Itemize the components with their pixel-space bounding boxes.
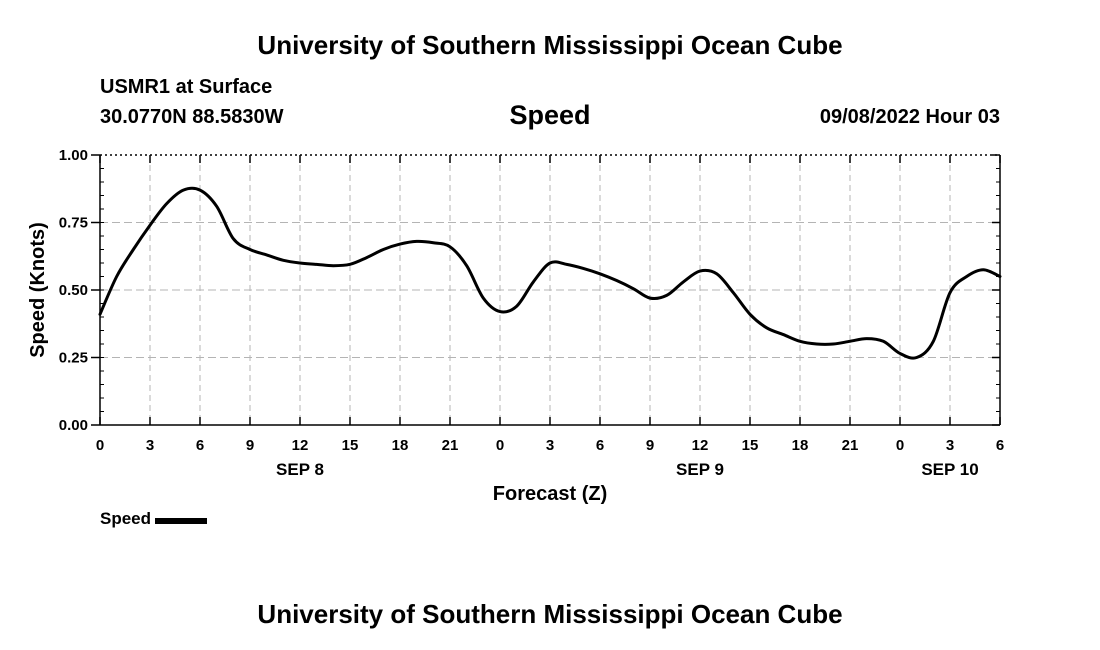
x-tick-label: 0 <box>896 437 904 454</box>
x-tick-label: 21 <box>842 437 859 454</box>
x-tick-label: 9 <box>646 437 654 454</box>
y-tick-label: 0.75 <box>59 215 88 232</box>
legend-swatch <box>155 517 208 524</box>
x-tick-label: 6 <box>196 437 204 454</box>
x-axis-label: Forecast (Z) <box>493 483 607 505</box>
x-tick-label: 3 <box>546 437 554 454</box>
date-label: SEP 10 <box>921 460 978 479</box>
series-line-speed <box>98 186 1002 360</box>
x-tick-label: 0 <box>96 437 104 454</box>
x-tick-label: 21 <box>442 437 459 454</box>
date-label: SEP 8 <box>276 460 324 479</box>
x-tick-label: 15 <box>342 437 359 454</box>
x-tick-label: 3 <box>946 437 954 454</box>
coordinates-label: 30.0770N 88.5830W <box>100 106 284 128</box>
station-label: USMR1 at Surface <box>100 76 273 98</box>
x-tick-label: 6 <box>996 437 1004 454</box>
chart-title-bottom: University of Southern Mississippi Ocean… <box>257 599 843 629</box>
datetime-label: 09/08/2022 Hour 03 <box>819 106 1000 128</box>
x-tick-label: 12 <box>692 437 709 454</box>
x-tick-label: 15 <box>742 437 759 454</box>
y-axis-label: Speed (Knots) <box>27 222 49 358</box>
x-tick-label: 3 <box>146 437 154 454</box>
x-tick-label: 18 <box>792 437 809 454</box>
x-tick-label: 12 <box>292 437 309 454</box>
y-tick-label: 0.25 <box>59 350 88 367</box>
x-tick-label: 0 <box>496 437 504 454</box>
y-tick-label: 0.00 <box>59 417 88 434</box>
legend: Speed <box>100 509 208 529</box>
x-tick-label: 9 <box>246 437 254 454</box>
date-label: SEP 9 <box>676 460 724 479</box>
legend-label: Speed <box>100 509 152 528</box>
y-tick-label: 1.00 <box>59 147 88 164</box>
x-tick-label: 6 <box>596 437 604 454</box>
x-tick-label: 18 <box>392 437 409 454</box>
chart-title-top: University of Southern Mississippi Ocean… <box>257 30 843 60</box>
y-tick-label: 0.50 <box>59 282 88 299</box>
chart-subtitle: Speed <box>509 100 591 130</box>
